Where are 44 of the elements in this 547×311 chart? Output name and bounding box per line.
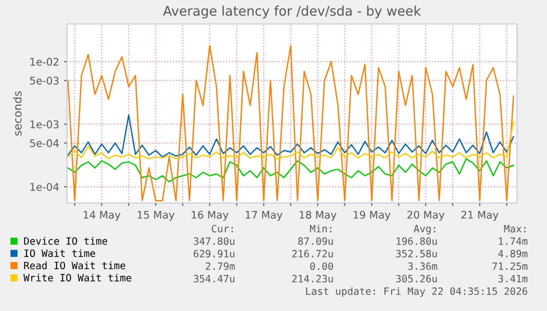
text: Avg: xyxy=(414,224,436,234)
y-tick-label: 1e-04 xyxy=(30,182,59,191)
text: 305.26u xyxy=(396,274,437,282)
x-tick-label: 15 May xyxy=(138,210,174,221)
text: 3.36m xyxy=(408,262,438,270)
text: 216.72u xyxy=(292,250,333,258)
y-tick-label: 1e-03 xyxy=(30,120,59,128)
text: 87.09u xyxy=(298,237,333,245)
y-tick-label: 5e-04 xyxy=(30,139,59,148)
legend-label: Read IO Wait time xyxy=(24,262,126,270)
chart-title: Average latency for /dev/sda - by week xyxy=(163,6,422,18)
x-tick-label: 20 May xyxy=(407,210,444,221)
y-axis-title: seconds xyxy=(13,91,22,136)
legend-label: Write IO Wait time xyxy=(23,274,132,282)
text: 4.89m xyxy=(498,250,528,258)
line-series xyxy=(67,114,514,158)
text: Max: xyxy=(504,224,526,232)
text: 629.91u xyxy=(194,250,234,258)
y-tick-label: 5e-03 xyxy=(30,76,59,85)
x-tick-label: 14 May xyxy=(84,210,120,221)
text: 347.80u xyxy=(194,237,234,245)
line-series xyxy=(67,120,514,160)
text: 3.41m xyxy=(498,274,528,282)
text: 214.23u xyxy=(292,274,333,282)
line-series xyxy=(67,158,514,182)
text: 196.80u xyxy=(396,237,437,245)
line-series xyxy=(67,45,514,202)
x-tick-label: 17 May xyxy=(246,210,282,221)
text: Min: xyxy=(310,224,332,232)
text: 2.79m xyxy=(206,262,235,270)
text: Cur: xyxy=(212,224,233,232)
text: 1.74m xyxy=(498,237,528,245)
y-tick-label: 1e-02 xyxy=(30,58,58,66)
legend-label: IO Wait time xyxy=(24,249,96,258)
text: 71.25m xyxy=(492,262,528,270)
text: 0.00 xyxy=(310,262,334,270)
text: 352.58u xyxy=(396,250,437,258)
text: 354.47u xyxy=(194,274,234,282)
x-tick-label: 21 May xyxy=(461,210,498,221)
x-tick-label: 19 May xyxy=(354,210,390,221)
text: Last update: Fri May 22 04:35:15 2026 xyxy=(306,287,528,297)
x-tick-label: 16 May xyxy=(192,210,228,221)
legend-label: Device IO time xyxy=(24,237,108,245)
x-tick-label: 18 May xyxy=(300,210,336,221)
